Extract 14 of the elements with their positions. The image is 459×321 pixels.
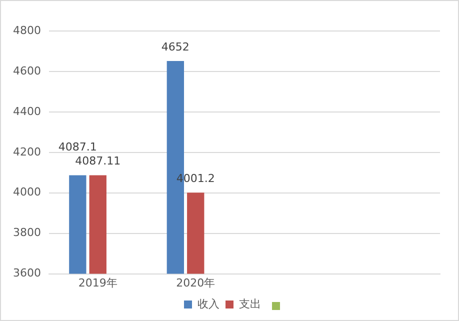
legend-label: 支出 bbox=[239, 297, 261, 310]
data-label: 4087.11 bbox=[75, 154, 121, 168]
data-label: 4087.1 bbox=[58, 140, 97, 154]
y-tick-label: 4800 bbox=[12, 24, 41, 37]
y-tick-label: 4400 bbox=[12, 104, 41, 118]
y-tick-label: 4000 bbox=[12, 186, 41, 199]
x-tick-label: 2019年 bbox=[78, 276, 118, 290]
y-tick-label: 4200 bbox=[12, 145, 41, 158]
y-tick-label: 4600 bbox=[12, 64, 41, 78]
y-tick-label: 3800 bbox=[12, 226, 41, 240]
data-label: 4652 bbox=[161, 40, 190, 54]
y-tick-label: 3600 bbox=[12, 266, 41, 280]
legend-label: 收入 bbox=[198, 297, 220, 310]
x-tick-label: 2020年 bbox=[176, 276, 216, 290]
